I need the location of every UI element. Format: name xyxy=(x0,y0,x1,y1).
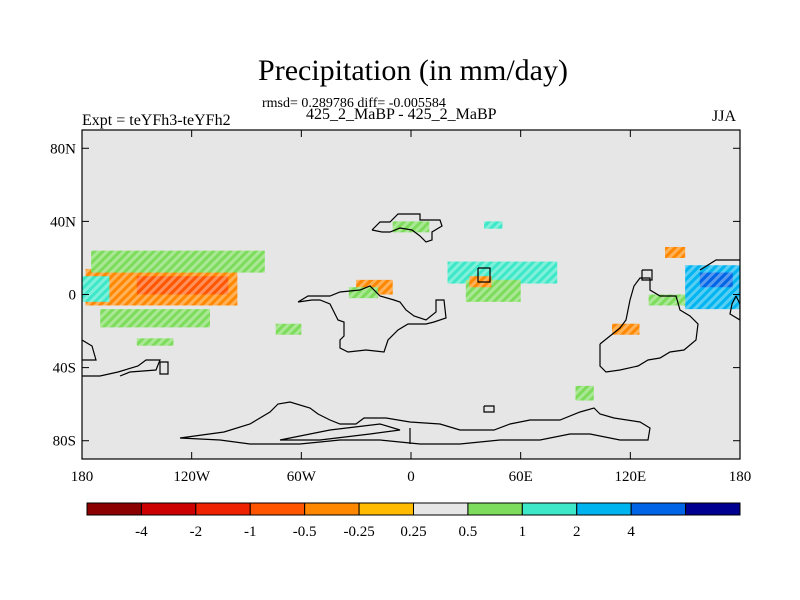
anomaly-hatch-pacific-north-band-wet2 xyxy=(82,276,110,302)
anomaly-hatch-west-pacific-wet-core xyxy=(699,272,733,288)
colorbar-label: 1 xyxy=(519,524,527,540)
colorbar-swatch xyxy=(467,502,523,516)
colorbar-swatch xyxy=(630,502,687,516)
y-tick-label: 80N xyxy=(50,141,76,157)
colorbar-swatch xyxy=(358,502,415,516)
anomaly-hatch-africa-west-wet xyxy=(348,287,379,299)
experiment-label: Expt = teYFh3-teYFh2 xyxy=(82,112,231,129)
anomaly-hatch-atlantic-wet xyxy=(275,323,302,335)
coastline-south-america xyxy=(297,285,447,353)
colorbar-label: -2 xyxy=(190,524,203,540)
colorbar-swatch xyxy=(521,502,578,516)
coastline-west-edge xyxy=(82,339,97,361)
y-tick-label: 80S xyxy=(53,434,76,450)
coastline-antarctic-peninsula xyxy=(279,423,401,441)
colorbar-swatch xyxy=(685,502,741,516)
season-label: JJA xyxy=(712,108,737,125)
x-tick-label: 60E xyxy=(509,469,533,485)
colorbar-label: 4 xyxy=(627,524,635,540)
coastline-new-zealand xyxy=(729,295,740,321)
anomaly-hatch-pacific-south-band-wet xyxy=(100,309,210,328)
anomaly-hatch-south-indian-wet xyxy=(575,385,594,401)
coastline-antarctica xyxy=(179,401,651,445)
colorbar: -4 -2 -1 -0.5 -0.25 0.25 0.5 1 2 4 xyxy=(86,502,741,540)
y-tick-label: 40N xyxy=(50,214,76,230)
anomaly-hatch-south-pacific-wet xyxy=(136,338,174,346)
coastline-north-america xyxy=(371,213,443,243)
colorbar-label: -4 xyxy=(135,524,148,540)
anomaly-hatch-australia-wet xyxy=(648,294,686,306)
anomaly-hatch-europe-wet xyxy=(392,221,430,233)
coastline-southern-cone xyxy=(82,359,161,377)
anomaly-hatch-pacific-dry-core xyxy=(136,276,229,295)
colorbar-swatch xyxy=(576,502,632,516)
x-tick-label: 120E xyxy=(614,469,646,485)
coastlines xyxy=(82,213,740,445)
colorbar-swatch xyxy=(140,502,197,516)
y-tick-label: 40S xyxy=(53,361,76,377)
x-tick-label: 180 xyxy=(729,469,752,485)
colorbar-label: 2 xyxy=(573,524,581,540)
anomaly-hatch-east-asia-dry xyxy=(665,246,686,258)
x-tick-label: 60W xyxy=(287,469,317,485)
colorbar-swatch xyxy=(304,502,360,516)
x-tick-label: 180 xyxy=(71,469,94,485)
colorbar-label: -1 xyxy=(244,524,257,540)
colorbar-label: -0.25 xyxy=(343,524,374,540)
x-tick-label: 120W xyxy=(173,469,211,485)
y-tick-label: 0 xyxy=(69,288,77,304)
anomaly-hatch-pacific-north-band-wet xyxy=(91,250,265,273)
map-title: Precipitation (in mm/day) xyxy=(258,54,568,87)
rmsd-diff-stats: rmsd= 0.289786 diff= -0.005584 xyxy=(262,96,446,111)
colorbar-swatch xyxy=(413,502,469,516)
coastline-arabia xyxy=(477,267,491,283)
anomaly-hatch-asia-wet xyxy=(484,221,503,229)
coastline-island xyxy=(483,405,495,413)
coastline-madagascar xyxy=(159,361,169,375)
colorbar-swatch xyxy=(249,502,306,516)
colorbar-swatch xyxy=(86,502,142,516)
colorbar-label: -0.5 xyxy=(293,524,317,540)
x-tick-label: 0 xyxy=(407,469,415,485)
map-subtitle: 425_2_MaBP - 425_2_MaBP xyxy=(306,106,497,123)
coastline-asia-east xyxy=(641,269,653,281)
colorbar-swatch xyxy=(195,502,251,516)
colorbar-label: 0.5 xyxy=(459,524,478,540)
anomaly-hatch-maritime-cont-dry xyxy=(612,323,640,335)
coastline-australia xyxy=(599,277,699,373)
colorbar-label: 0.25 xyxy=(400,524,426,540)
coastline-east-edge xyxy=(699,259,740,271)
